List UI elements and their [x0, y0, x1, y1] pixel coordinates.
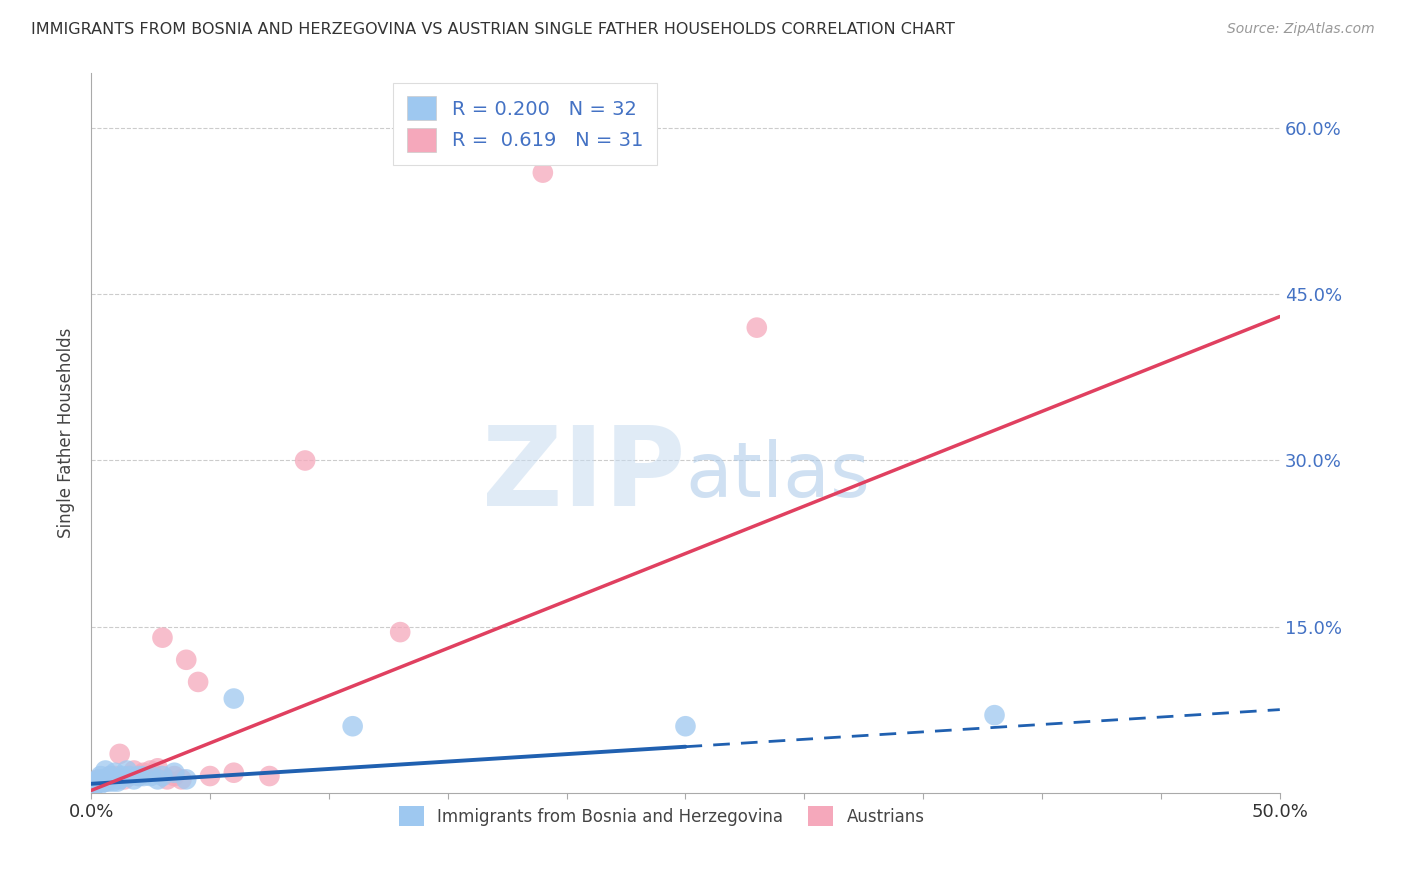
Point [104, 765, 127, 780]
Point [128, 769, 150, 783]
Point [115, 764, 138, 778]
Point [104, 769, 127, 783]
Point [91, 774, 114, 789]
Point [94, 774, 117, 789]
Point [222, 765, 245, 780]
Point [174, 653, 197, 667]
Point [152, 769, 174, 783]
Point [83, 780, 105, 794]
Point [84, 774, 107, 789]
Point [84, 774, 107, 789]
Point [163, 769, 186, 783]
Point [101, 774, 124, 789]
Point [108, 747, 131, 761]
Point [156, 772, 179, 787]
Point [132, 765, 155, 780]
Point [98, 769, 121, 783]
Point [152, 631, 174, 645]
Point [187, 675, 209, 690]
Point [132, 769, 155, 783]
Point [94, 774, 117, 789]
Point [87, 772, 110, 787]
Text: Source: ZipAtlas.com: Source: ZipAtlas.com [1227, 22, 1375, 37]
Point [83, 780, 105, 794]
Point [983, 708, 1005, 723]
Text: ZIP: ZIP [482, 423, 686, 530]
Text: IMMIGRANTS FROM BOSNIA AND HERZEGOVINA VS AUSTRIAN SINGLE FATHER HOUSEHOLDS CORR: IMMIGRANTS FROM BOSNIA AND HERZEGOVINA V… [31, 22, 955, 37]
Point [675, 719, 697, 733]
Point [139, 769, 162, 783]
Point [294, 453, 316, 467]
Point [91, 774, 114, 789]
Point [118, 769, 141, 783]
Point [90, 769, 112, 783]
Point [97, 772, 120, 787]
Point [122, 764, 145, 778]
Point [174, 772, 197, 787]
Point [163, 765, 186, 780]
Point [105, 774, 128, 789]
Point [118, 769, 141, 783]
Point [87, 774, 110, 789]
Y-axis label: Single Father Households: Single Father Households [58, 327, 75, 538]
Point [84, 777, 107, 791]
Point [94, 764, 117, 778]
Text: atlas: atlas [686, 439, 870, 513]
Point [128, 769, 150, 783]
Point [84, 777, 107, 791]
Point [122, 772, 145, 787]
Point [531, 166, 554, 180]
Point [139, 764, 162, 778]
Point [146, 761, 169, 775]
Point [90, 777, 112, 791]
Legend: Immigrants from Bosnia and Herzegovina, Austrians: Immigrants from Bosnia and Herzegovina, … [391, 797, 932, 835]
Point [745, 320, 768, 334]
Point [111, 769, 134, 783]
Point [170, 772, 193, 787]
Point [222, 691, 245, 706]
Point [259, 769, 281, 783]
Point [342, 719, 364, 733]
Point [114, 772, 136, 787]
Point [389, 625, 412, 640]
Point [198, 769, 221, 783]
Point [90, 774, 112, 789]
Point [108, 772, 131, 787]
Point [91, 772, 114, 787]
Point [97, 774, 120, 789]
Point [98, 769, 121, 783]
Point [87, 772, 110, 787]
Point [146, 772, 169, 787]
